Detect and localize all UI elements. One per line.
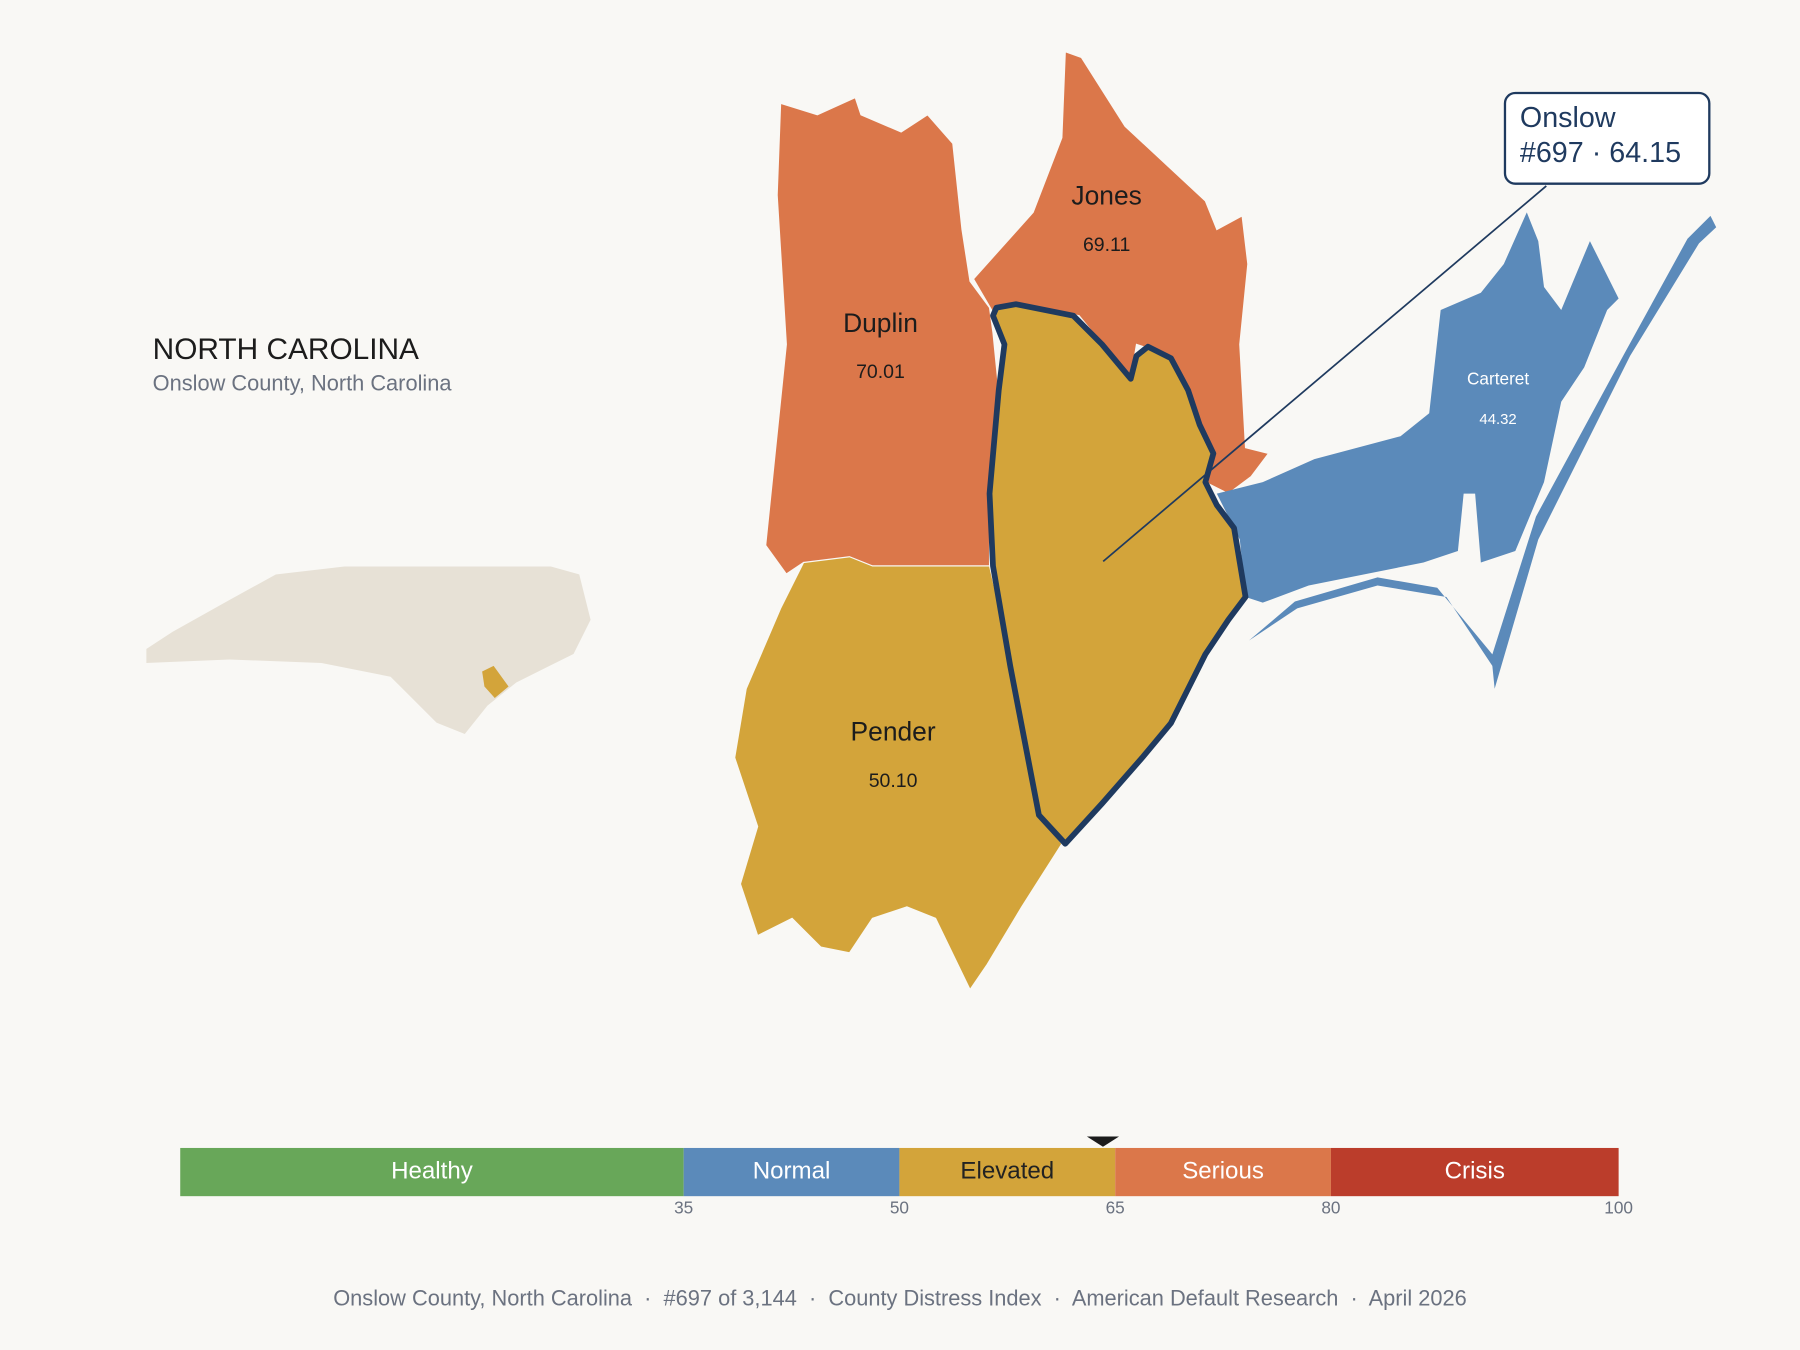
- state-outline: [145, 565, 592, 736]
- county-score: 69.11: [1083, 234, 1130, 256]
- scale-band: [180, 1147, 684, 1197]
- scale-band-label: Crisis: [1445, 1157, 1505, 1184]
- scale-band: [1115, 1147, 1331, 1197]
- scale-band: [899, 1147, 1116, 1197]
- title: NORTH CAROLINA: [153, 333, 419, 366]
- scale-tick-label: 80: [1321, 1197, 1340, 1217]
- scale-band-label: Serious: [1182, 1157, 1264, 1184]
- scale-tick-label: 35: [674, 1197, 693, 1217]
- county-name: Duplin: [843, 308, 918, 338]
- scale-marker: [1086, 1136, 1120, 1147]
- scale-tick-label: 65: [1106, 1197, 1125, 1217]
- county-score: 50.10: [869, 770, 918, 792]
- state-highlight: [482, 665, 509, 698]
- county-name: Pender: [851, 717, 936, 747]
- county-name: Jones: [1071, 180, 1141, 210]
- county-jones: [972, 50, 1270, 495]
- county-duplin: [765, 96, 1000, 575]
- callout-score: 64.15: [1609, 136, 1681, 168]
- scale-band-label: Normal: [753, 1157, 831, 1184]
- callout-leader: [1102, 185, 1547, 563]
- county-score: 44.32: [1479, 411, 1516, 428]
- county-carteret: [1216, 212, 1619, 603]
- footer: Onslow County, North Carolina · #697 of …: [333, 1285, 1467, 1310]
- subtitle: Onslow County, North Carolina: [153, 370, 453, 395]
- callout-detail: #697 · 64.15: [1520, 136, 1681, 168]
- callout-rank: #697: [1520, 136, 1584, 168]
- county-score: 70.01: [856, 361, 905, 383]
- scale-band-label: Elevated: [960, 1157, 1054, 1184]
- scale-band: [683, 1147, 900, 1197]
- scale-band-label: Healthy: [391, 1157, 473, 1184]
- scale-band: [1330, 1147, 1619, 1197]
- callout-name: Onslow: [1520, 102, 1616, 134]
- scale: Healthy Normal Elevated Serious Crisis 35 50 65…: [180, 1136, 1633, 1217]
- scale-tick-label: 100: [1604, 1197, 1633, 1217]
- scale-tick-label: 50: [890, 1197, 909, 1217]
- county-onslow: [986, 301, 1249, 847]
- callout-box: [1503, 91, 1711, 185]
- callout-separator: ·: [1592, 136, 1602, 168]
- county-name: Carteret: [1467, 369, 1529, 389]
